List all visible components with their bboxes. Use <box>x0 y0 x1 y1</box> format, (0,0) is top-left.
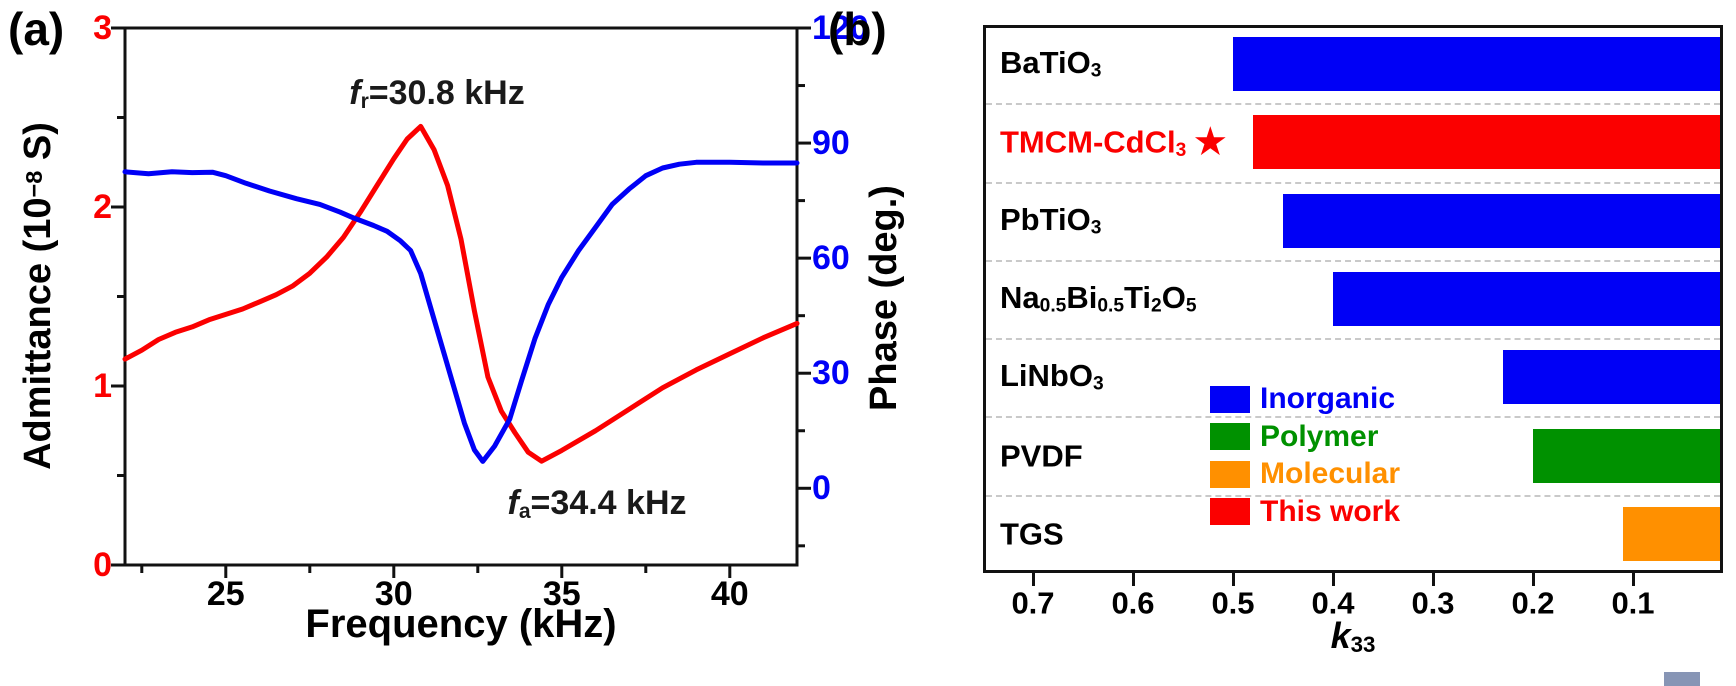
material-label: BaTiO3 <box>1000 45 1102 82</box>
k33-bar-chart-frame <box>983 25 1723 573</box>
k33-tick-label: 0.3 <box>1411 585 1455 621</box>
k33-tick-label: 0.4 <box>1311 585 1355 621</box>
x-tick-label: 40 <box>710 575 749 613</box>
x-tick-label: 30 <box>374 575 413 613</box>
phase-tick-label: 0 <box>812 469 831 508</box>
k33-tick-label: 0.5 <box>1211 585 1255 621</box>
legend-swatch <box>1210 498 1250 525</box>
resonance-sub: r <box>360 89 369 113</box>
bar-PbTiO3 <box>1283 193 1723 248</box>
admittance-tick-label: 3 <box>93 9 112 47</box>
bar-PVDF <box>1533 428 1723 483</box>
k33-tick-mark <box>1231 573 1235 586</box>
k33-sub: 33 <box>1350 632 1376 658</box>
phase-tick-label: 30 <box>812 354 850 393</box>
k33-tick-label: 0.6 <box>1111 585 1155 621</box>
material-label: Na0.5Bi0.5Ti2O5 <box>1000 280 1197 317</box>
k33-tick-label: 0.7 <box>1011 585 1055 621</box>
legend-item-this-work: This work <box>1210 494 1401 528</box>
bar-BaTiO3 <box>1233 37 1723 92</box>
admittance-tick-label: 2 <box>93 188 112 226</box>
resonance-value: =30.8 kHz <box>368 74 525 112</box>
bar-Na0.5Bi0.5Ti2O5 <box>1333 272 1723 326</box>
k33-tick-label: 0.1 <box>1611 585 1655 621</box>
bar-TGS <box>1623 506 1723 561</box>
admittance-title-post: S) <box>17 122 59 171</box>
legend-label: This work <box>1260 494 1401 528</box>
legend-label: Polymer <box>1260 419 1379 453</box>
admittance-tick-label: 0 <box>93 546 112 584</box>
antiresonance-symbol: f <box>507 484 519 522</box>
phase-curve <box>122 159 800 464</box>
legend-swatch <box>1210 423 1250 450</box>
material-label: TGS <box>1000 516 1064 552</box>
panel-b-letter: (b) <box>828 3 887 55</box>
row-separator-line <box>986 338 1720 341</box>
k33-axis-title: k33 <box>1331 618 1376 656</box>
admittance-title-pre: Admittance (10 <box>17 197 59 470</box>
row-separator-line <box>986 259 1720 262</box>
row-separator-line <box>986 416 1720 419</box>
k33-tick-mark <box>1531 573 1535 586</box>
resonance-symbol: f <box>349 74 361 112</box>
admittance-title-sup: −8 <box>21 170 47 198</box>
frequency-title-text: Frequency (kHz) <box>305 602 617 646</box>
phase-axis-title: Phase (deg.) <box>863 185 905 411</box>
phase-tick-label: 60 <box>812 239 850 278</box>
k33-tick-label: 0.2 <box>1511 585 1555 621</box>
material-label: TMCM-CdCl3 ★ <box>1000 120 1229 165</box>
resonance-annotation: fr=30.8 kHz <box>349 76 524 112</box>
material-label: PbTiO3 <box>1000 201 1102 239</box>
k33-tick-mark <box>1431 573 1435 586</box>
k33-symbol: k <box>1330 615 1351 656</box>
x-tick-label: 25 <box>206 575 245 613</box>
admittance-curve <box>122 123 800 464</box>
star-icon: ★ <box>1192 120 1229 165</box>
frequency-axis-title: Frequency (kHz) <box>305 604 616 644</box>
legend-item-polymer: Polymer <box>1210 419 1379 453</box>
admittance-axis-title: Admittance (10−8 S) <box>17 122 59 470</box>
row-separator-line <box>986 494 1720 497</box>
row-separator-line <box>986 181 1720 184</box>
panel-a-letter: (a) <box>8 3 65 55</box>
legend-label: Inorganic <box>1260 382 1396 415</box>
legend-item-molecular: Molecular <box>1210 459 1400 489</box>
phase-tick-label: 120 <box>812 9 869 47</box>
material-label: LiNbO3 <box>1000 358 1104 395</box>
legend-swatch <box>1210 385 1250 413</box>
legend-item-inorganic: Inorganic <box>1210 384 1395 414</box>
corner-decoration-square <box>1664 672 1700 686</box>
x-tick-label: 35 <box>542 575 581 613</box>
row-separator-line <box>986 103 1720 106</box>
phase-title-text: Phase (deg.) <box>863 185 905 411</box>
antiresonance-sub: a <box>518 499 531 523</box>
bar-LiNbO3 <box>1503 350 1723 405</box>
legend-swatch <box>1210 460 1250 488</box>
legend-label: Molecular <box>1260 457 1401 490</box>
bar-TMCM-CdCl3 <box>1253 115 1723 170</box>
phase-tick-label: 90 <box>812 124 850 163</box>
k33-tick-mark <box>1031 573 1035 586</box>
k33-tick-mark <box>1331 573 1335 586</box>
k33-tick-mark <box>1131 573 1135 586</box>
k33-tick-mark <box>1631 573 1635 586</box>
material-label: PVDF <box>1000 438 1083 474</box>
antiresonance-annotation: fa=34.4 kHz <box>507 486 686 522</box>
admittance-tick-label: 1 <box>93 367 112 405</box>
antiresonance-value: =34.4 kHz <box>530 484 687 522</box>
